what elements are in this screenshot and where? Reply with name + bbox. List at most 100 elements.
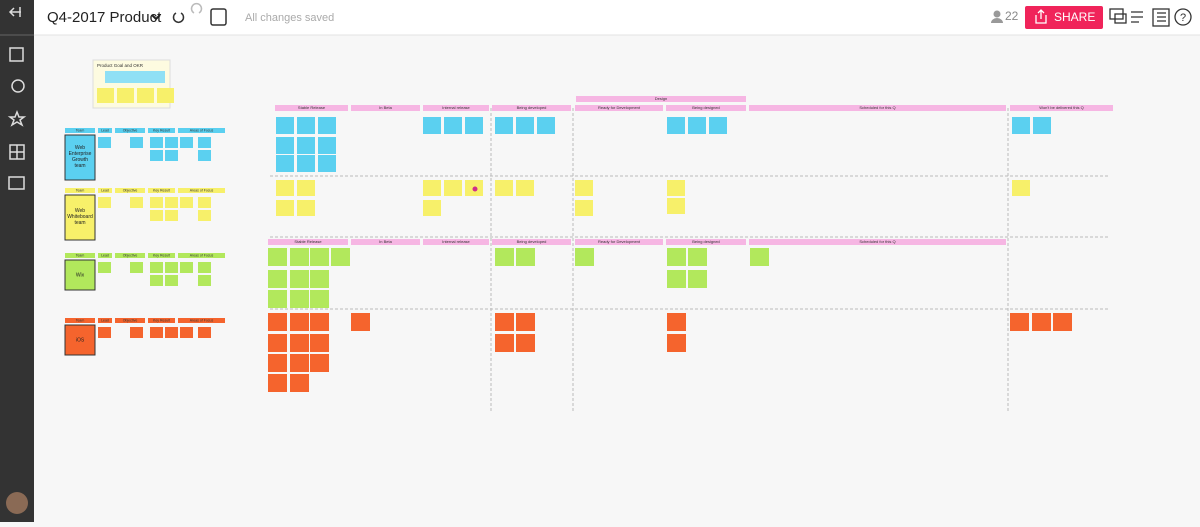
sticky-note[interactable]	[297, 137, 315, 154]
sticky-note[interactable]	[290, 374, 309, 392]
okr-note[interactable]	[117, 88, 134, 103]
sticky-note[interactable]	[290, 354, 309, 372]
sticky-note[interactable]	[575, 248, 594, 266]
team-note[interactable]	[150, 197, 163, 208]
team-note[interactable]	[150, 262, 163, 273]
sticky-note[interactable]	[1032, 313, 1051, 331]
sticky-note[interactable]	[310, 354, 329, 372]
sticky-note[interactable]	[290, 334, 309, 352]
sticky-note[interactable]	[667, 180, 685, 196]
okr-goal[interactable]	[105, 71, 165, 83]
sticky-note[interactable]	[268, 290, 287, 308]
team-note[interactable]	[150, 275, 163, 286]
sticky-note[interactable]	[1033, 117, 1051, 134]
sticky-note[interactable]	[516, 334, 535, 352]
team-box[interactable]	[64, 324, 96, 356]
team-note[interactable]	[130, 262, 143, 273]
team-note[interactable]	[165, 210, 178, 221]
sticky-note[interactable]	[290, 270, 309, 288]
sticky-note[interactable]	[495, 313, 514, 331]
team-note[interactable]	[198, 150, 211, 161]
team-note[interactable]	[130, 137, 143, 148]
sticky-note[interactable]	[575, 200, 593, 216]
sticky-note[interactable]	[750, 248, 769, 266]
team-note[interactable]	[150, 327, 163, 338]
sticky-note[interactable]	[310, 334, 329, 352]
sidebar-icons[interactable]	[0, 7, 34, 190]
okr-note[interactable]	[157, 88, 174, 103]
team-note[interactable]	[180, 197, 193, 208]
sticky-note[interactable]	[444, 117, 462, 134]
sticky-note[interactable]	[465, 117, 483, 134]
sticky-note[interactable]	[495, 334, 514, 352]
sticky-note[interactable]	[444, 180, 462, 196]
okr-note[interactable]	[137, 88, 154, 103]
sticky-note[interactable]	[310, 313, 329, 331]
sticky-note[interactable]	[575, 180, 593, 196]
image-icon[interactable]	[8, 176, 25, 190]
team-box[interactable]	[64, 134, 96, 181]
sticky-note[interactable]	[1053, 313, 1072, 331]
sticky-note[interactable]	[1010, 313, 1029, 331]
sticky-note[interactable]	[423, 180, 441, 196]
title-menu[interactable]	[151, 14, 161, 21]
sticky-note[interactable]	[276, 117, 294, 134]
team-note[interactable]	[98, 327, 111, 338]
sticky-note[interactable]	[423, 200, 441, 216]
sticky-note[interactable]	[310, 290, 329, 308]
sticky-note[interactable]	[297, 180, 315, 196]
okr-note[interactable]	[97, 88, 114, 103]
redo[interactable]	[190, 2, 203, 14]
sticky-note[interactable]	[688, 248, 707, 266]
sticky-note[interactable]	[423, 117, 441, 134]
frame-button[interactable]	[210, 8, 227, 26]
team-note[interactable]	[165, 327, 178, 338]
sticky-note[interactable]	[310, 270, 329, 288]
sticky-note[interactable]	[268, 270, 287, 288]
sticky-note[interactable]	[268, 248, 287, 266]
team-note[interactable]	[180, 327, 193, 338]
sticky-note[interactable]	[688, 117, 706, 134]
sticky-note[interactable]	[268, 374, 287, 392]
sticky-note[interactable]	[268, 313, 287, 331]
sticky-note[interactable]	[318, 155, 336, 172]
sticky-note[interactable]	[688, 270, 707, 288]
sticky-note[interactable]	[667, 313, 686, 331]
sticky-note[interactable]	[516, 180, 534, 196]
sticky-note[interactable]	[297, 155, 315, 172]
sticky-note[interactable]	[276, 200, 294, 216]
sticky-note[interactable]	[667, 270, 686, 288]
sticky-icon[interactable]	[9, 47, 24, 62]
sticky-note[interactable]	[290, 313, 309, 331]
sticky-note[interactable]	[290, 248, 309, 266]
team-note[interactable]	[150, 210, 163, 221]
team-box[interactable]	[64, 259, 96, 291]
avatar[interactable]	[6, 492, 28, 514]
team-note[interactable]	[165, 197, 178, 208]
sticky-note[interactable]	[310, 248, 329, 266]
sticky-note[interactable]	[495, 180, 513, 196]
team-note[interactable]	[98, 262, 111, 273]
sticky-note[interactable]	[1012, 180, 1030, 196]
team-note[interactable]	[98, 197, 111, 208]
undo[interactable]	[172, 12, 185, 24]
sticky-note[interactable]	[297, 117, 315, 134]
sticky-note[interactable]	[537, 117, 555, 134]
sticky-note[interactable]	[268, 334, 287, 352]
sticky-note[interactable]	[318, 117, 336, 134]
team-note[interactable]	[98, 137, 111, 148]
sticky-note[interactable]	[495, 248, 514, 266]
team-note[interactable]	[198, 275, 211, 286]
sticky-note[interactable]	[516, 313, 535, 331]
team-note[interactable]	[150, 150, 163, 161]
team-note[interactable]	[180, 262, 193, 273]
sticky-note[interactable]	[318, 137, 336, 154]
sticky-note[interactable]	[516, 117, 534, 134]
sticky-note[interactable]	[667, 248, 686, 266]
team-note[interactable]	[165, 137, 178, 148]
sticky-note[interactable]	[276, 137, 294, 154]
board-title[interactable]: Q4-2017 Product	[47, 9, 162, 26]
sticky-note[interactable]	[276, 155, 294, 172]
activity-icon[interactable]	[1131, 11, 1143, 23]
team-note[interactable]	[198, 197, 211, 208]
